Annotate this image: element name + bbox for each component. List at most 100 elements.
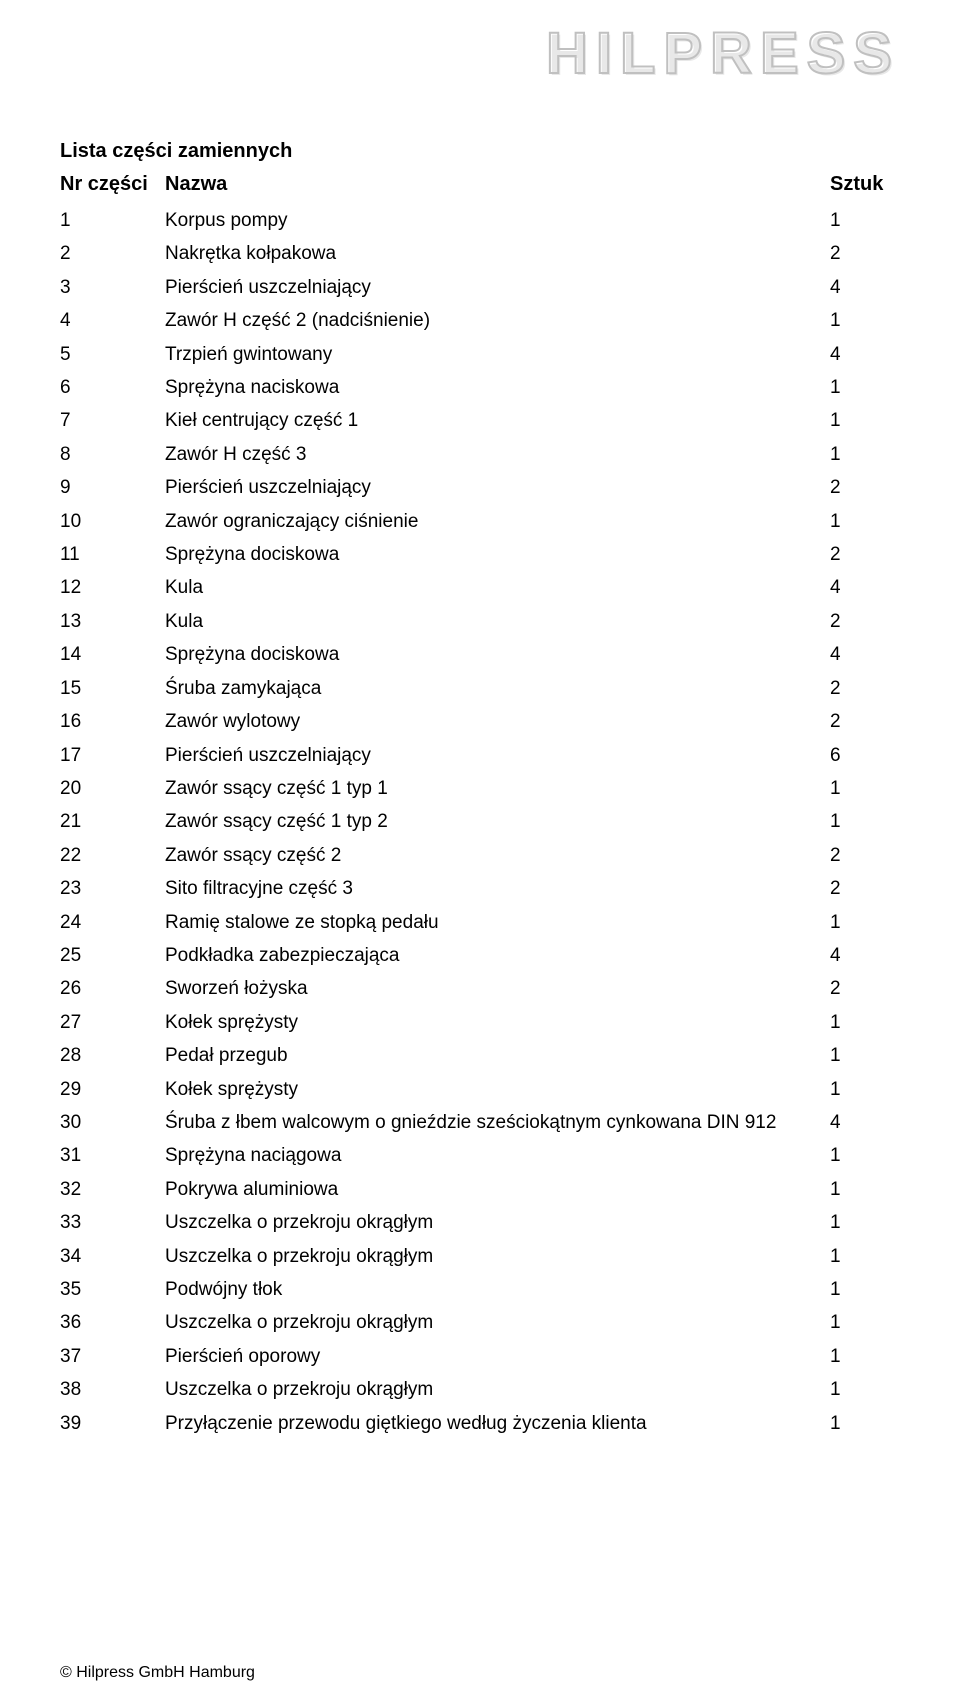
cell-sztuk: 4 [830,939,900,972]
content-area: Lista części zamiennych Nr części Nazwa … [60,0,900,1440]
cell-nazwa: Kołek sprężysty [165,1073,830,1106]
cell-sztuk: 1 [830,1073,900,1106]
cell-nr: 38 [60,1373,165,1406]
cell-nazwa: Korpus pompy [165,204,830,237]
cell-sztuk: 1 [830,505,900,538]
cell-nazwa: Zawór H część 2 (nadciśnienie) [165,304,830,337]
cell-sztuk: 1 [830,906,900,939]
cell-nr: 17 [60,739,165,772]
cell-sztuk: 1 [830,1206,900,1239]
cell-nazwa: Trzpień gwintowany [165,338,830,371]
cell-sztuk: 1 [830,1273,900,1306]
cell-nr: 25 [60,939,165,972]
cell-sztuk: 2 [830,705,900,738]
table-row: 20Zawór ssący część 1 typ 11 [60,772,900,805]
cell-sztuk: 1 [830,1373,900,1406]
cell-sztuk: 1 [830,371,900,404]
cell-nazwa: Sprężyna naciągowa [165,1139,830,1172]
cell-sztuk: 1 [830,404,900,437]
cell-nr: 20 [60,772,165,805]
table-row: 11Sprężyna dociskowa2 [60,538,900,571]
cell-nr: 36 [60,1306,165,1339]
cell-sztuk: 4 [830,338,900,371]
cell-sztuk: 1 [830,1139,900,1172]
table-row: 30Śruba z łbem walcowym o gnieździe sześ… [60,1106,900,1139]
cell-nr: 6 [60,371,165,404]
cell-nazwa: Uszczelka o przekroju okrągłym [165,1240,830,1273]
cell-sztuk: 1 [830,772,900,805]
cell-nazwa: Podkładka zabezpieczająca [165,939,830,972]
table-row: 34Uszczelka o przekroju okrągłym1 [60,1240,900,1273]
cell-nazwa: Pedał przegub [165,1039,830,1072]
cell-nazwa: Pierścień oporowy [165,1340,830,1373]
cell-nazwa: Kołek sprężysty [165,1006,830,1039]
cell-nazwa: Sito filtracyjne część 3 [165,872,830,905]
cell-nazwa: Pokrywa aluminiowa [165,1173,830,1206]
table-row: 6Sprężyna naciskowa1 [60,371,900,404]
cell-nazwa: Podwójny tłok [165,1273,830,1306]
cell-nr: 10 [60,505,165,538]
cell-nazwa: Uszczelka o przekroju okrągłym [165,1373,830,1406]
table-row: 37Pierścień oporowy1 [60,1340,900,1373]
cell-sztuk: 1 [830,1240,900,1273]
table-row: 38Uszczelka o przekroju okrągłym1 [60,1373,900,1406]
table-row: 4Zawór H część 2 (nadciśnienie)1 [60,304,900,337]
table-row: 8Zawór H część 31 [60,438,900,471]
table-body: 1Korpus pompy12Nakrętka kołpakowa23Pierś… [60,204,900,1440]
cell-nr: 28 [60,1039,165,1072]
footer-text: © Hilpress GmbH Hamburg [60,1664,255,1682]
cell-nr: 7 [60,404,165,437]
cell-nr: 9 [60,471,165,504]
brand-logo: HILPRESS [546,20,900,87]
table-row: 2Nakrętka kołpakowa2 [60,237,900,270]
cell-nazwa: Zawór wylotowy [165,705,830,738]
cell-sztuk: 2 [830,605,900,638]
cell-nr: 32 [60,1173,165,1206]
cell-sztuk: 1 [830,1340,900,1373]
table-row: 27Kołek sprężysty1 [60,1006,900,1039]
cell-nazwa: Nakrętka kołpakowa [165,237,830,270]
table-row: 39Przyłączenie przewodu giętkiego według… [60,1407,900,1440]
cell-nazwa: Sprężyna dociskowa [165,538,830,571]
cell-sztuk: 2 [830,839,900,872]
cell-sztuk: 1 [830,805,900,838]
cell-nr: 2 [60,237,165,270]
cell-nazwa: Zawór H część 3 [165,438,830,471]
cell-sztuk: 4 [830,638,900,671]
cell-nazwa: Pierścień uszczelniający [165,471,830,504]
cell-nr: 39 [60,1407,165,1440]
cell-nazwa: Śruba zamykająca [165,672,830,705]
cell-sztuk: 1 [830,304,900,337]
table-row: 10Zawór ograniczający ciśnienie1 [60,505,900,538]
cell-nazwa: Ramię stalowe ze stopką pedału [165,906,830,939]
cell-nazwa: Kula [165,605,830,638]
table-row: 36Uszczelka o przekroju okrągłym1 [60,1306,900,1339]
column-header-nr: Nr części [60,173,165,196]
table-row: 23Sito filtracyjne część 32 [60,872,900,905]
cell-nr: 34 [60,1240,165,1273]
cell-nr: 11 [60,538,165,571]
cell-sztuk: 4 [830,1106,900,1139]
table-row: 14Sprężyna dociskowa4 [60,638,900,671]
cell-nr: 23 [60,872,165,905]
table-row: 5Trzpień gwintowany4 [60,338,900,371]
cell-nazwa: Śruba z łbem walcowym o gnieździe sześci… [165,1106,830,1139]
cell-sztuk: 1 [830,1039,900,1072]
table-row: 35Podwójny tłok1 [60,1273,900,1306]
table-row: 15Śruba zamykająca2 [60,672,900,705]
table-row: 31Sprężyna naciągowa1 [60,1139,900,1172]
cell-nr: 29 [60,1073,165,1106]
cell-sztuk: 1 [830,1407,900,1440]
cell-sztuk: 4 [830,571,900,604]
cell-nr: 14 [60,638,165,671]
table-row: 13Kula2 [60,605,900,638]
cell-nr: 4 [60,304,165,337]
cell-nazwa: Przyłączenie przewodu giętkiego według ż… [165,1407,830,1440]
cell-nazwa: Pierścień uszczelniający [165,271,830,304]
table-row: 17Pierścień uszczelniający6 [60,739,900,772]
table-row: 9Pierścień uszczelniający2 [60,471,900,504]
cell-nazwa: Sprężyna naciskowa [165,371,830,404]
cell-nazwa: Zawór ssący część 1 typ 1 [165,772,830,805]
cell-sztuk: 1 [830,204,900,237]
cell-nr: 27 [60,1006,165,1039]
